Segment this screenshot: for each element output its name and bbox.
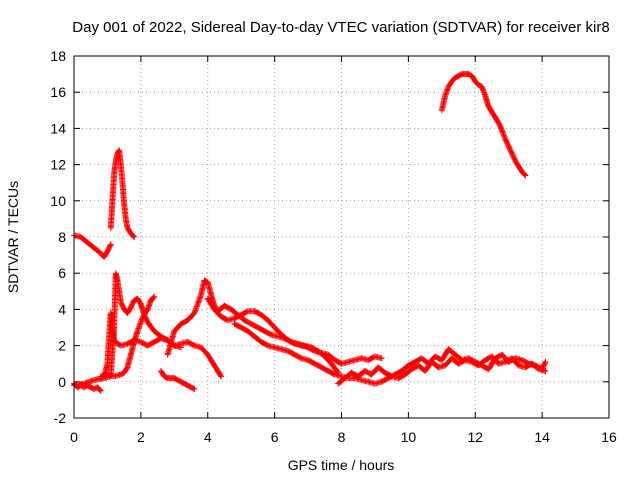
data-point [218, 373, 225, 380]
data-point [107, 242, 114, 249]
y-tick-label: 8 [58, 229, 66, 245]
series-arc-12 [438, 71, 529, 179]
x-tick-label: 6 [271, 429, 279, 445]
y-tick-label: 2 [58, 338, 66, 354]
y-tick-label: 14 [50, 120, 66, 136]
data-point [522, 172, 529, 179]
x-tick-label: 10 [401, 429, 417, 445]
data-point [151, 293, 158, 300]
plot-area [71, 71, 549, 394]
series-arc-8 [164, 277, 342, 376]
y-axis-label: SDTVAR / TECUs [5, 181, 21, 293]
data-point [97, 387, 104, 394]
y-tick-label: 10 [50, 193, 66, 209]
series-arc-9 [204, 295, 385, 367]
y-tick-label: 0 [58, 374, 66, 390]
chart-title: Day 001 of 2022, Sidereal Day-to-day VTE… [72, 19, 609, 36]
y-tick-label: 12 [50, 157, 66, 173]
data-point [521, 171, 528, 178]
series-arc-4 [101, 310, 225, 380]
data-point [542, 358, 549, 365]
y-tick-label: 6 [58, 265, 66, 281]
series-arc-1 [71, 232, 114, 260]
y-tick-label: 18 [50, 48, 66, 64]
data-point [378, 355, 385, 362]
grid [74, 56, 609, 418]
data-point [150, 294, 157, 301]
x-tick-label: 2 [137, 429, 145, 445]
data-point [107, 241, 114, 248]
data-point [131, 234, 138, 240]
data-point [96, 386, 103, 393]
data-point [130, 233, 137, 240]
y-tick-label: 4 [58, 301, 66, 317]
x-tick-label: 0 [70, 429, 78, 445]
x-axis-label: GPS time / hours [288, 457, 395, 473]
x-tick-label: 16 [601, 429, 617, 445]
x-tick-label: 8 [338, 429, 346, 445]
series-arc-6 [97, 293, 158, 380]
x-tick-label: 4 [204, 429, 212, 445]
y-tick-label: 16 [50, 84, 66, 100]
data-point [191, 386, 198, 393]
x-tick-label: 14 [534, 429, 550, 445]
data-point [190, 385, 197, 392]
data-point [541, 360, 548, 367]
y-tick-label: -2 [54, 410, 67, 426]
plot-frame [73, 55, 610, 419]
x-tick-label: 12 [467, 429, 483, 445]
series-arc-11 [335, 353, 549, 387]
data-point [542, 367, 549, 374]
data-point [217, 372, 224, 379]
series-arc-5 [71, 380, 104, 394]
series-arc-7 [157, 367, 198, 393]
series-arc-2 [107, 147, 138, 240]
